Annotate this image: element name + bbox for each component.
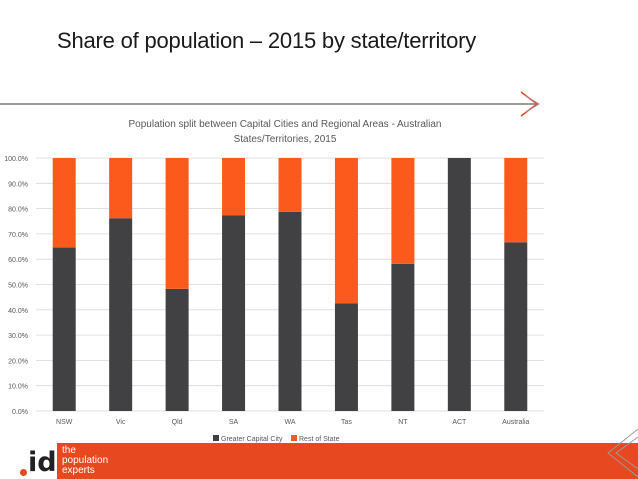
- bar-segment: [504, 158, 528, 243]
- x-tick-label: Vic: [116, 419, 126, 426]
- tagline-line-1: the: [62, 445, 76, 456]
- tagline: the population experts: [62, 446, 108, 476]
- y-tick-label: 20.0%: [8, 358, 28, 365]
- bar-segment: [52, 158, 76, 248]
- bar-segment: [278, 158, 302, 212]
- logo-text: id: [28, 447, 57, 478]
- x-tick-label: SA: [229, 419, 239, 426]
- legend-swatch: [291, 435, 297, 441]
- x-tick-label: Qld: [172, 419, 183, 426]
- legend-swatch: [213, 435, 219, 441]
- x-tick-label: NSW: [56, 419, 73, 426]
- y-tick-label: 60.0%: [8, 257, 28, 264]
- y-tick-label: 80.0%: [8, 207, 28, 214]
- slide-title: Share of population – 2015 by state/terr…: [57, 28, 477, 53]
- bar-segment: [52, 247, 76, 411]
- legend-label: Greater Capital City: [221, 436, 283, 443]
- y-tick-label: 50.0%: [8, 283, 28, 290]
- tagline-line-3: experts: [62, 465, 95, 476]
- title-divider: [0, 91, 540, 117]
- tagline-line-2: population: [62, 455, 109, 466]
- footer-band: [57, 443, 638, 479]
- bar-segment: [109, 158, 133, 219]
- legend-label: Rest of State: [299, 436, 340, 443]
- x-tick-label: NT: [398, 419, 408, 426]
- y-tick-label: 0.0%: [12, 409, 28, 416]
- bar-segment: [447, 158, 471, 411]
- bar-segment: [391, 263, 415, 411]
- y-tick-label: 10.0%: [8, 384, 28, 391]
- id-logo: id: [14, 445, 58, 479]
- y-tick-label: 90.0%: [8, 181, 28, 188]
- chart-title-line-1: Population split between Capital Cities …: [128, 119, 442, 130]
- bar-segment: [165, 288, 189, 411]
- y-tick-label: 40.0%: [8, 308, 28, 315]
- bar-segment: [109, 218, 133, 411]
- y-tick-label: 30.0%: [8, 333, 28, 340]
- corner-arrow-decoration: [607, 428, 638, 478]
- bar-segment: [165, 158, 189, 289]
- bar-segment: [334, 303, 358, 411]
- bar-segment: [334, 158, 358, 304]
- bar-segment: [222, 158, 246, 216]
- x-tick-label: Tas: [341, 419, 352, 426]
- bar-segment: [278, 211, 302, 411]
- y-tick-label: 100.0%: [4, 156, 28, 163]
- bar-segment: [222, 215, 246, 411]
- logo-dot: [20, 469, 27, 476]
- bar-segment: [504, 242, 528, 411]
- x-tick-label: WA: [284, 419, 295, 426]
- y-tick-label: 70.0%: [8, 232, 28, 239]
- x-tick-label: ACT: [452, 419, 467, 426]
- x-tick-label: Australia: [502, 419, 529, 426]
- bar-segment: [391, 158, 415, 264]
- chart-title-line-2: States/Territories, 2015: [233, 134, 337, 145]
